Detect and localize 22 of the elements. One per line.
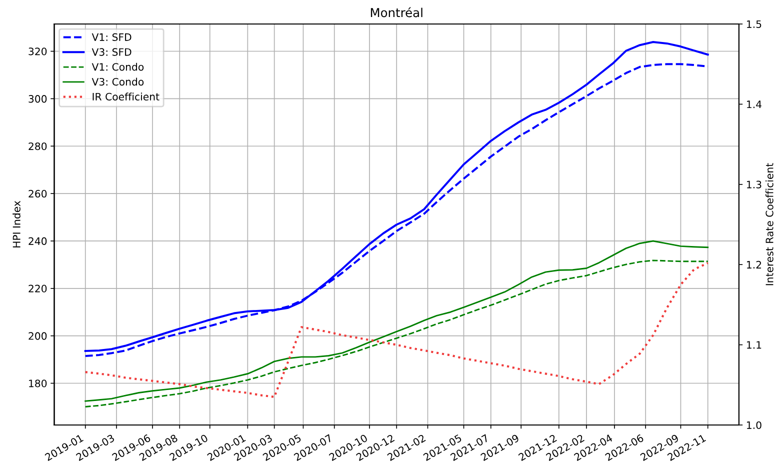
- legend-label: V1: Condo: [92, 62, 144, 71]
- y2-tick-label: 1.4: [747, 100, 762, 108]
- legend-label: IR Coefficient: [92, 92, 160, 100]
- legend-label: V1: SFD: [92, 33, 132, 41]
- legend-label: V3: Condo: [92, 78, 144, 86]
- y-axis-title: HPI Index: [12, 200, 20, 248]
- y-tick-label: 220: [28, 284, 47, 292]
- y-tick-label: 280: [28, 142, 47, 150]
- y-tick-label: 300: [28, 95, 47, 103]
- y2-axis-title: Interest Rate Coefficient: [766, 163, 774, 286]
- y-tick-label: 240: [28, 237, 47, 245]
- y-tick-label: 260: [28, 190, 47, 198]
- y-tick-label: 180: [29, 380, 47, 388]
- y-tick-label: 320: [28, 48, 47, 56]
- y2-tick-label: 1.2: [747, 260, 762, 268]
- legend-label: V3: SFD: [92, 48, 132, 56]
- y2-tick-label: 1.0: [747, 421, 762, 429]
- chart-title: Montréal: [370, 7, 422, 18]
- y2-tick-label: 1.5: [747, 20, 762, 28]
- y-tick-label: 200: [28, 332, 47, 340]
- y2-tick-label: 1.3: [747, 180, 762, 188]
- y2-tick-label: 1.1: [747, 341, 762, 349]
